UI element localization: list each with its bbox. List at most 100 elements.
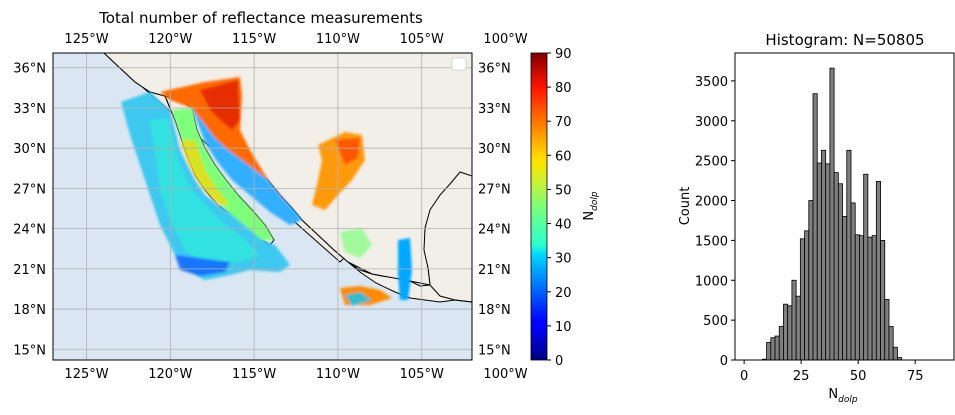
hist-bar xyxy=(778,326,784,361)
hist-y-ticks: 0 500 1000 1500 2000 2500 3000 3500 xyxy=(695,75,735,369)
hist-y-tick-label: 1500 xyxy=(695,234,728,249)
colorbar-ticks: 0 10 20 30 40 50 60 70 80 90 xyxy=(547,47,572,369)
hist-bar xyxy=(804,230,810,361)
map-y-tick-label-right: 30°N xyxy=(478,142,511,157)
map-x-tick-label-bottom: 110°W xyxy=(316,367,360,382)
hist-bar xyxy=(871,235,877,361)
map-y-tick-label-left: 30°N xyxy=(13,142,46,157)
hist-y-tick-label: 3500 xyxy=(695,75,728,90)
map-x-tick-label-top: 100°W xyxy=(483,32,527,47)
swath-scatter-mid xyxy=(340,228,372,258)
hist-bar xyxy=(787,305,793,361)
hist-bar xyxy=(799,238,805,361)
colorbar-tick-label: 30 xyxy=(555,252,572,267)
hist-bar xyxy=(846,149,852,361)
map-y-tick-label-right: 15°N xyxy=(478,343,511,358)
hist-y-tick-label: 2500 xyxy=(695,155,728,170)
hist-x-tick-label: 50 xyxy=(850,369,867,384)
swath-baja xyxy=(172,108,274,240)
map-axes xyxy=(52,52,473,361)
map-x-tick-label-top: 110°W xyxy=(316,32,360,47)
hist-bar xyxy=(884,298,890,361)
swath-gulf xyxy=(192,108,302,225)
swath-scatter-west xyxy=(175,255,230,276)
hist-bar xyxy=(867,236,873,361)
colorbar-tick-label: 50 xyxy=(555,183,572,198)
map-y-tick-label-left: 24°N xyxy=(13,223,46,238)
colorbar-label-sub: dolp xyxy=(590,191,600,211)
map-gridlines xyxy=(53,53,472,360)
map-y-tick-label-right: 18°N xyxy=(478,303,511,318)
map-title: Total number of reflectance measurements xyxy=(98,9,423,27)
hist-x-tick-label: 0 xyxy=(740,369,748,384)
map-y-tick-label-right: 27°N xyxy=(478,182,511,197)
hist-bar xyxy=(795,295,801,361)
hist-bar xyxy=(833,172,839,361)
hist-xlabel-sub: dolp xyxy=(838,395,858,405)
hist-bar xyxy=(825,163,831,361)
swath-chihuahua-red xyxy=(335,138,360,165)
map-y-ticks-right: 15°N 18°N 21°N 24°N 27°N 30°N 33°N 36°N xyxy=(478,62,511,359)
map-y-tick-label-right: 36°N xyxy=(478,62,511,77)
hist-bar xyxy=(821,149,827,361)
hist-bar xyxy=(892,346,898,361)
hist-bar xyxy=(850,202,856,361)
map-x-tick-label-top: 105°W xyxy=(400,32,444,47)
hist-bar xyxy=(774,335,780,361)
map-y-tick-label-right: 24°N xyxy=(478,223,511,238)
map-y-tick-label-right: 21°N xyxy=(478,263,511,278)
colorbar-gradient xyxy=(530,52,548,361)
hist-bar xyxy=(837,183,843,361)
hist-bars xyxy=(761,67,903,361)
hist-frame xyxy=(734,52,955,361)
hist-bar xyxy=(880,239,886,361)
hist-bar xyxy=(863,173,869,361)
map-y-tick-label-left: 33°N xyxy=(13,102,46,117)
hist-y-tick-label: 1000 xyxy=(695,274,728,289)
hist-bar xyxy=(808,200,814,361)
hist-y-tick-label: 0 xyxy=(720,354,728,369)
map-x-ticks-top: 125°W 120°W 115°W 110°W 105°W 100°W xyxy=(64,32,527,47)
colorbar-tick-label: 80 xyxy=(555,81,572,96)
hist-title: Histogram: N=50805 xyxy=(765,31,924,49)
map-y-ticks-left: 15°N 18°N 21°N 24°N 27°N 30°N 33°N 36°N xyxy=(13,62,46,359)
hist-bar xyxy=(791,279,797,361)
colorbar-label: Ndolp xyxy=(582,191,600,220)
map-y-tick-label-left: 21°N xyxy=(13,263,46,278)
hist-bar xyxy=(816,162,822,361)
colorbar-tick-label: 40 xyxy=(555,218,572,233)
hist-bar xyxy=(770,337,776,361)
hist-bar xyxy=(812,93,818,361)
hist-bar xyxy=(859,235,865,361)
map-y-tick-label-left: 27°N xyxy=(13,182,46,197)
map-x-tick-label-bottom: 125°W xyxy=(64,367,108,382)
map-x-ticks-bottom: 125°W 120°W 115°W 110°W 105°W 100°W xyxy=(64,367,527,382)
coastline-gulf xyxy=(423,171,472,286)
hist-bar xyxy=(854,234,860,361)
map-y-tick-label-left: 36°N xyxy=(13,62,46,77)
swath-sonora-red xyxy=(200,80,240,130)
hist-bar xyxy=(888,326,894,361)
hist-bar xyxy=(842,216,848,361)
map-x-tick-label-bottom: 115°W xyxy=(232,367,276,382)
hist-y-tick-label: 3000 xyxy=(695,115,728,130)
hist-xlabel: Ndolp xyxy=(828,387,857,405)
map-legend xyxy=(451,57,467,71)
map-y-tick-label-left: 18°N xyxy=(13,303,46,318)
colorbar: 0 10 20 30 40 50 60 70 80 90 Ndolp xyxy=(530,47,600,369)
map-x-tick-label-bottom: 120°W xyxy=(148,367,192,382)
colorbar-tick-label: 0 xyxy=(555,354,563,369)
map-x-tick-label-top: 125°W xyxy=(64,32,108,47)
hist-x-tick-label: 75 xyxy=(907,369,924,384)
map-y-tick-label-right: 33°N xyxy=(478,102,511,117)
swath-sonora xyxy=(160,77,292,208)
hist-bar xyxy=(766,342,772,361)
swath-coast-south-cyan xyxy=(345,292,372,306)
map-x-tick-label-top: 120°W xyxy=(148,32,192,47)
hist-x-tick-label: 25 xyxy=(793,369,810,384)
map-x-tick-label-bottom: 100°W xyxy=(483,367,527,382)
hist-x-ticks: 0 25 50 75 xyxy=(740,360,924,384)
map-x-tick-label-bottom: 105°W xyxy=(400,367,444,382)
swath-baja-core xyxy=(180,140,230,205)
